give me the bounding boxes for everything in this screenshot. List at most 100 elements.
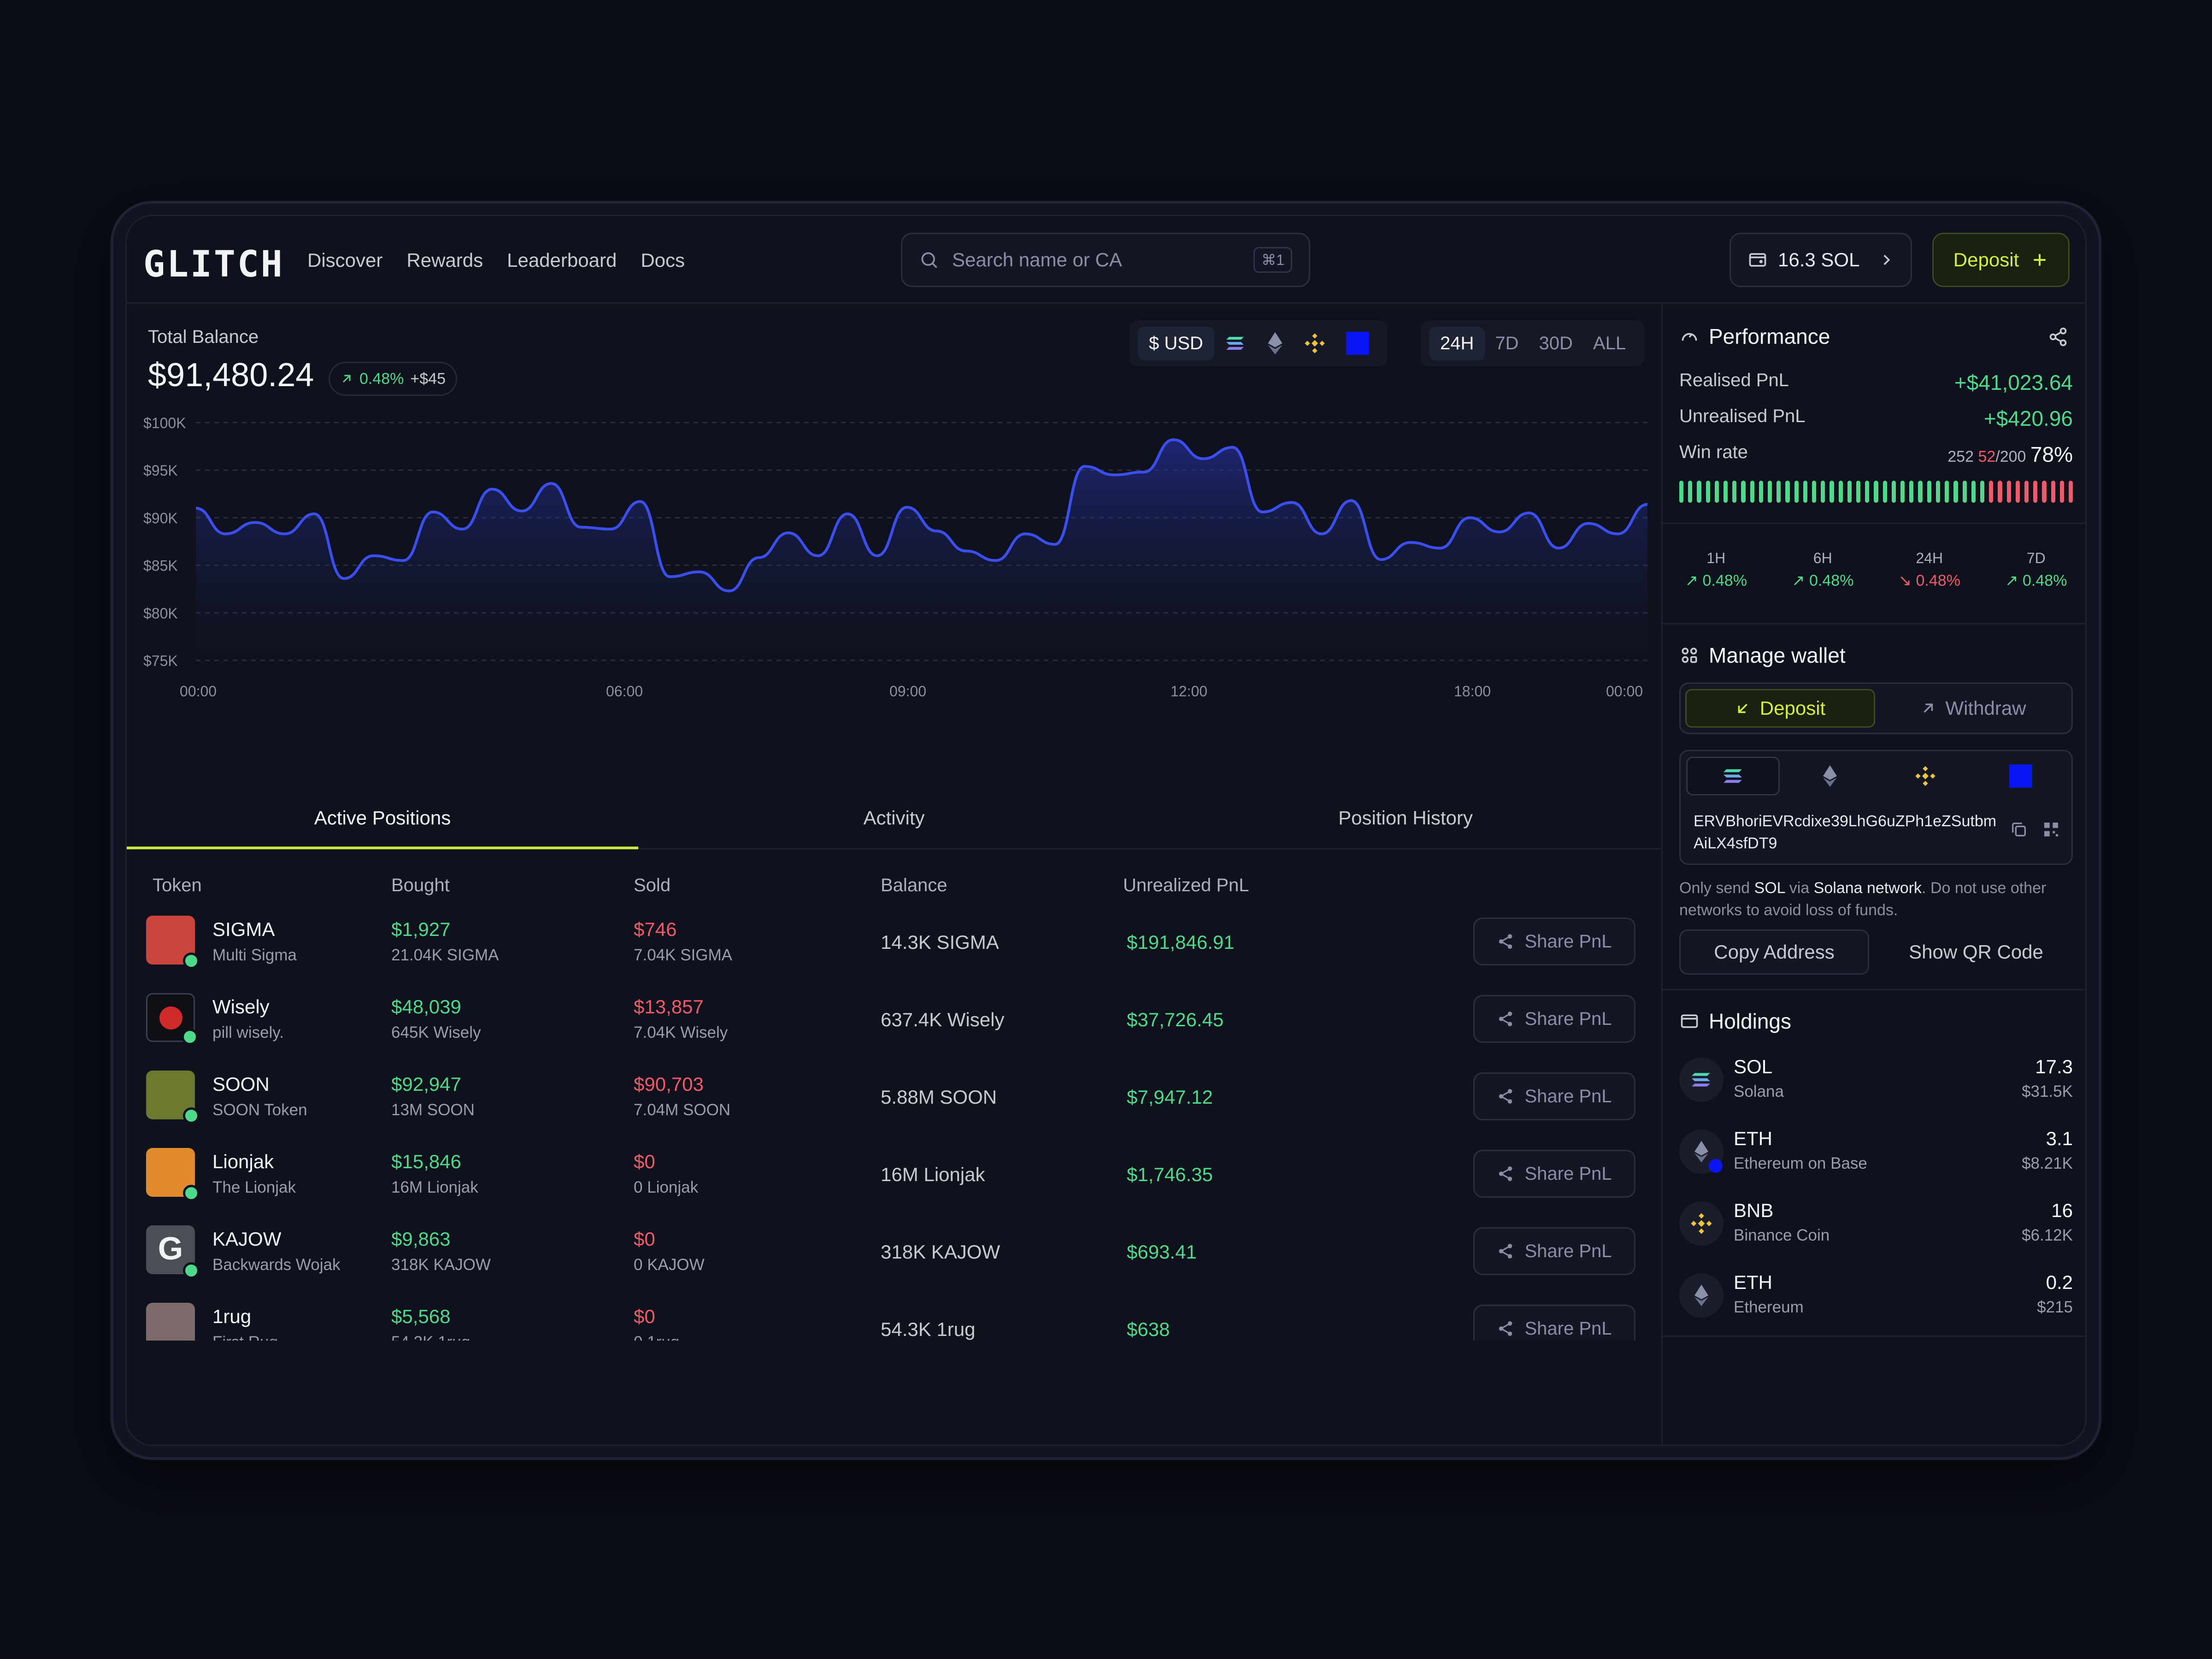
search-input[interactable]: Search name or CA ⌘1 xyxy=(901,233,1310,287)
balance-chart: $100K $95K $90K $85K $80K $75K 00:00 06:00 09:0… xyxy=(143,417,1648,700)
win-segment xyxy=(1847,481,1852,503)
copy-icon[interactable] xyxy=(2010,820,2028,839)
table-row[interactable]: SIGMA Multi Sigma $1,927 21.04K SIGMA $7… xyxy=(127,907,1661,985)
range-all[interactable]: ALL xyxy=(1593,333,1626,353)
loss-segment xyxy=(2006,481,2011,503)
header-deposit-button[interactable]: Deposit xyxy=(1932,233,2070,287)
range-7d[interactable]: 7D xyxy=(1495,333,1519,353)
share-pnl-button[interactable]: Share PnL xyxy=(1473,918,1635,965)
win-segment xyxy=(1714,481,1719,503)
copy-address-button[interactable]: Copy Address xyxy=(1679,930,1869,975)
range-24h[interactable]: 24H xyxy=(1429,326,1485,360)
bought-amount: 54.3K 1rug xyxy=(391,1333,470,1341)
unrealized-pnl: $7,947.12 xyxy=(1127,1086,1213,1108)
balance-amount: 54.3K 1rug xyxy=(881,1318,976,1340)
balance-change-badge: 0.48% +$45 xyxy=(329,362,457,396)
solana-network-icon[interactable] xyxy=(1214,334,1257,353)
sold-usd: $0 xyxy=(634,1306,655,1327)
qr-code-icon[interactable] xyxy=(2042,820,2060,839)
y-tick-label: $95K xyxy=(143,462,178,479)
table-row[interactable]: G KAJOW Backwards Wojak $9,863 318K KAJO… xyxy=(127,1217,1661,1294)
main-nav: Discover Rewards Leaderboard Docs xyxy=(307,249,685,271)
x-tick-label: 06:00 xyxy=(606,683,643,700)
bought-usd: $48,039 xyxy=(391,996,461,1018)
win-segment xyxy=(1750,481,1754,503)
solana-icon xyxy=(1679,1058,1724,1102)
col-sold: Sold xyxy=(634,875,671,895)
solana-network-option[interactable] xyxy=(1686,757,1780,795)
table-row[interactable]: Wisely pill wisely. $48,039 645K Wisely … xyxy=(127,985,1661,1062)
deposit-tab[interactable]: Deposit xyxy=(1685,689,1875,728)
table-row[interactable]: 1rug First Rug $5,568 54.3K 1rug $0 0 1r… xyxy=(127,1294,1661,1341)
period-6h: 6H ↗ 0.48% xyxy=(1792,550,1854,589)
win-segment xyxy=(1900,481,1905,503)
deposit-withdraw-toggle: Deposit Withdraw xyxy=(1679,682,2073,734)
arrow-up-right-icon xyxy=(342,375,351,383)
balance-change-abs: +$45 xyxy=(410,370,446,388)
win-segment xyxy=(1706,481,1710,503)
bnb-icon xyxy=(1679,1201,1724,1246)
base-network-option[interactable] xyxy=(1975,757,2066,795)
nav-rewards[interactable]: Rewards xyxy=(406,249,483,271)
share-performance-icon[interactable] xyxy=(2048,327,2068,347)
sold-usd: $90,703 xyxy=(634,1073,704,1095)
wallet-icon xyxy=(1681,1014,1698,1028)
table-row[interactable]: Lionjak The Lionjak $15,846 16M Lionjak … xyxy=(127,1140,1661,1217)
win-segment xyxy=(1909,481,1914,503)
bnb-network-option[interactable] xyxy=(1880,757,1971,795)
holding-item[interactable]: ETH Ethereum 0.2 $215 xyxy=(1679,1266,2073,1330)
bnb-network-icon[interactable] xyxy=(1294,332,1336,354)
share-pnl-button[interactable]: Share PnL xyxy=(1473,995,1635,1043)
manage-wallet-title: Manage wallet xyxy=(1679,643,1846,668)
period-changes: 1H ↗ 0.48% 6H ↗ 0.48% 24H ↘ 0.48% 7D ↗ 0.48% xyxy=(1663,524,2085,624)
token-name: SIGMA xyxy=(212,918,275,940)
withdraw-tab[interactable]: Withdraw xyxy=(1880,689,2067,728)
token-avatar xyxy=(146,916,200,969)
nav-leaderboard[interactable]: Leaderboard xyxy=(507,249,617,271)
win-segment xyxy=(1936,481,1941,503)
bnb-icon xyxy=(1915,766,1936,786)
token-avatar xyxy=(146,1071,200,1124)
nav-docs[interactable]: Docs xyxy=(641,249,685,271)
currency-usd[interactable]: $ USD xyxy=(1138,326,1214,360)
win-segment xyxy=(1759,481,1764,503)
share-pnl-label: Share PnL xyxy=(1524,1163,1612,1184)
realised-pnl-value: +$41,023.64 xyxy=(1954,371,2073,394)
share-pnl-button[interactable]: Share PnL xyxy=(1473,1305,1635,1341)
table-row[interactable]: SOON SOON Token $92,947 13M SOON $90,703… xyxy=(127,1062,1661,1140)
ethereum-network-option[interactable] xyxy=(1784,757,1875,795)
currency-selector: $ USD xyxy=(1130,320,1388,366)
search-placeholder: Search name or CA xyxy=(952,249,1122,271)
right-panel: Performance Realised PnL +$41,023.64 Unr… xyxy=(1661,304,2085,1445)
ethereum-network-icon[interactable] xyxy=(1257,331,1294,355)
sold-amount: 7.04K SIGMA xyxy=(634,946,732,964)
wallet-balance-button[interactable]: 16.3 SOL xyxy=(1730,233,1912,287)
ethereum-icon xyxy=(1679,1273,1724,1318)
token-name: KAJOW xyxy=(212,1228,282,1250)
win-segment xyxy=(1953,481,1958,503)
share-pnl-button[interactable]: Share PnL xyxy=(1473,1150,1635,1198)
top-bar: GLITCH Discover Rewards Leaderboard Docs… xyxy=(127,216,2085,304)
share-pnl-button[interactable]: Share PnL xyxy=(1473,1072,1635,1120)
share-pnl-button[interactable]: Share PnL xyxy=(1473,1227,1635,1275)
unrealized-pnl: $1,746.35 xyxy=(1127,1164,1213,1185)
show-qr-code-button[interactable]: Show QR Code xyxy=(1909,941,2043,963)
holding-item[interactable]: BNB Binance Coin 16 $6.12K xyxy=(1679,1194,2073,1259)
logo[interactable]: GLITCH xyxy=(143,244,284,285)
share-pnl-label: Share PnL xyxy=(1524,1086,1612,1106)
table-header: Token Bought Sold Balance Unrealized PnL xyxy=(127,875,1661,903)
token-name: Lionjak xyxy=(212,1151,274,1172)
holding-item[interactable]: ETH Ethereum on Base 3.1 $8.21K xyxy=(1679,1122,2073,1187)
nav-discover[interactable]: Discover xyxy=(307,249,383,271)
base-network-icon[interactable] xyxy=(1336,332,1379,355)
arrow-down-left-icon xyxy=(1738,704,1747,713)
tab-active-positions[interactable]: Active Positions xyxy=(127,788,638,849)
sold-amount: 7.04K Wisely xyxy=(634,1024,728,1041)
range-30d[interactable]: 30D xyxy=(1539,333,1573,353)
tab-activity[interactable]: Activity xyxy=(863,806,925,829)
sold-usd: $0 xyxy=(634,1151,655,1172)
tab-position-history[interactable]: Position History xyxy=(1338,806,1473,829)
win-segment xyxy=(1874,481,1878,503)
holding-item[interactable]: SOL Solana 17.3 $31.5K xyxy=(1679,1050,2073,1115)
search-icon xyxy=(921,252,937,268)
